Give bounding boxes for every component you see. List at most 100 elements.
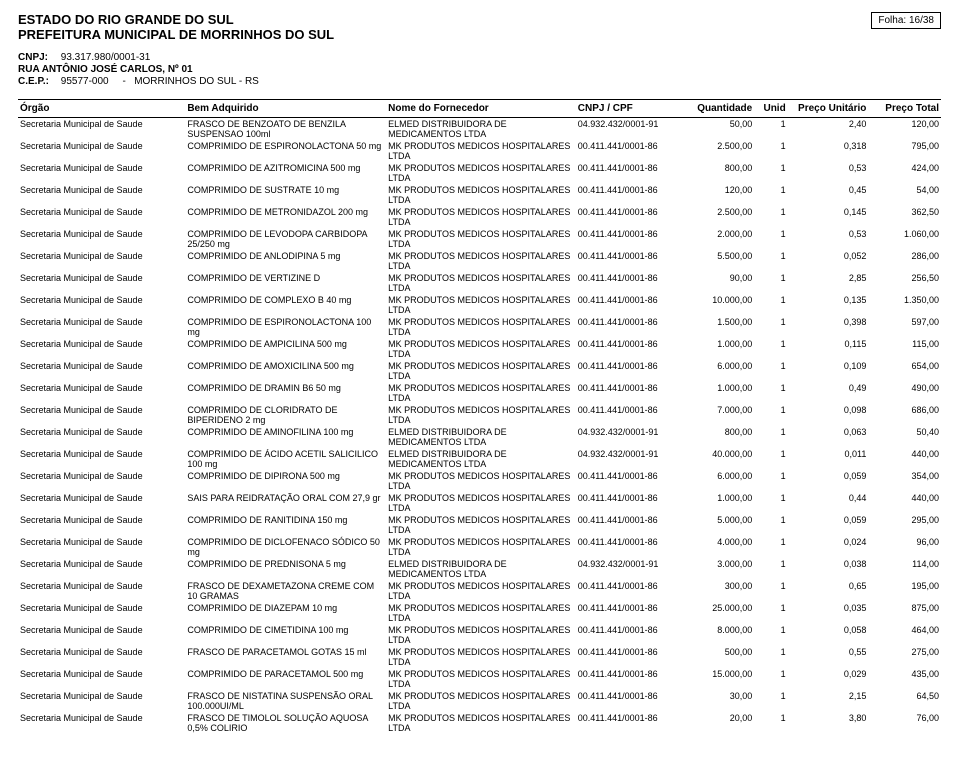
- cell-pu: 0,035: [788, 602, 869, 624]
- table-row: Secretaria Municipal de SaudeFRASCO DE B…: [18, 118, 941, 141]
- cell-pu: 0,53: [788, 228, 869, 250]
- cell-qtd: 1.500,00: [687, 316, 754, 338]
- cell-bem: FRASCO DE BENZOATO DE BENZILA SUSPENSAO …: [185, 118, 386, 141]
- cell-fornecedor: MK PRODUTOS MEDICOS HOSPITALARES LTDA: [386, 646, 576, 668]
- cell-cnpj: 00.411.441/0001-86: [576, 294, 688, 316]
- table-header-row: Órgão Bem Adquirido Nome do Fornecedor C…: [18, 100, 941, 118]
- table-row: Secretaria Municipal de SaudeCOMPRIMIDO …: [18, 294, 941, 316]
- cell-pu: 0,135: [788, 294, 869, 316]
- cell-fornecedor: MK PRODUTOS MEDICOS HOSPITALARES LTDA: [386, 668, 576, 690]
- cell-fornecedor: ELMED DISTRIBUIDORA DE MEDICAMENTOS LTDA: [386, 558, 576, 580]
- cell-bem: FRASCO DE PARACETAMOL GOTAS 15 ml: [185, 646, 386, 668]
- cell-bem: COMPRIMIDO DE PARACETAMOL 500 mg: [185, 668, 386, 690]
- table-row: Secretaria Municipal de SaudeFRASCO DE N…: [18, 690, 941, 712]
- cell-fornecedor: MK PRODUTOS MEDICOS HOSPITALARES LTDA: [386, 690, 576, 712]
- cell-pt: 686,00: [868, 404, 941, 426]
- cell-fornecedor: MK PRODUTOS MEDICOS HOSPITALARES LTDA: [386, 492, 576, 514]
- cell-fornecedor: MK PRODUTOS MEDICOS HOSPITALARES LTDA: [386, 206, 576, 228]
- cell-pt: 50,40: [868, 426, 941, 448]
- cell-bem: FRASCO DE NISTATINA SUSPENSÃO ORAL 100.0…: [185, 690, 386, 712]
- cell-bem: FRASCO DE TIMOLOL SOLUÇÃO AQUOSA 0,5% CO…: [185, 712, 386, 734]
- cell-orgao: Secretaria Municipal de Saude: [18, 690, 185, 712]
- cell-fornecedor: MK PRODUTOS MEDICOS HOSPITALARES LTDA: [386, 250, 576, 272]
- table-row: Secretaria Municipal de SaudeCOMPRIMIDO …: [18, 228, 941, 250]
- cell-orgao: Secretaria Municipal de Saude: [18, 140, 185, 162]
- cell-orgao: Secretaria Municipal de Saude: [18, 228, 185, 250]
- cell-pu: 0,038: [788, 558, 869, 580]
- cep-value: 95577-000: [61, 76, 109, 87]
- cell-orgao: Secretaria Municipal de Saude: [18, 668, 185, 690]
- cell-orgao: Secretaria Municipal de Saude: [18, 514, 185, 536]
- table-row: Secretaria Municipal de SaudeCOMPRIMIDO …: [18, 426, 941, 448]
- cell-orgao: Secretaria Municipal de Saude: [18, 448, 185, 470]
- folha-box: Folha: 16/38: [871, 12, 941, 29]
- folha-label: Folha:: [878, 15, 906, 26]
- cell-cnpj: 00.411.441/0001-86: [576, 470, 688, 492]
- col-qtd: Quantidade: [687, 100, 754, 118]
- cell-bem: COMPRIMIDO DE RANITIDINA 150 mg: [185, 514, 386, 536]
- cell-cnpj: 04.932.432/0001-91: [576, 426, 688, 448]
- cell-pt: 1.060,00: [868, 228, 941, 250]
- cell-unid: 1: [754, 492, 787, 514]
- cell-orgao: Secretaria Municipal de Saude: [18, 404, 185, 426]
- cell-pu: 0,398: [788, 316, 869, 338]
- cell-bem: COMPRIMIDO DE DRAMIN B6 50 mg: [185, 382, 386, 404]
- col-bem: Bem Adquirido: [185, 100, 386, 118]
- cell-bem: SAIS PARA REIDRATAÇÃO ORAL COM 27,9 gr: [185, 492, 386, 514]
- cell-pu: 2,40: [788, 118, 869, 141]
- cell-pt: 362,50: [868, 206, 941, 228]
- cell-unid: 1: [754, 184, 787, 206]
- cnpj-line: CNPJ: 93.317.980/0001-31: [18, 52, 941, 63]
- cell-bem: FRASCO DE DEXAMETAZONA CREME COM 10 GRAM…: [185, 580, 386, 602]
- table-row: Secretaria Municipal de SaudeCOMPRIMIDO …: [18, 250, 941, 272]
- table-row: Secretaria Municipal de SaudeCOMPRIMIDO …: [18, 668, 941, 690]
- cell-qtd: 90,00: [687, 272, 754, 294]
- cell-qtd: 6.000,00: [687, 470, 754, 492]
- table-row: Secretaria Municipal de SaudeCOMPRIMIDO …: [18, 162, 941, 184]
- cell-pt: 54,00: [868, 184, 941, 206]
- cell-pu: 0,318: [788, 140, 869, 162]
- cell-qtd: 5.000,00: [687, 514, 754, 536]
- prefeitura-title: PREFEITURA MUNICIPAL DE MORRINHOS DO SUL: [18, 27, 941, 42]
- cell-cnpj: 00.411.441/0001-86: [576, 602, 688, 624]
- cell-bem: COMPRIMIDO DE PREDNISONA 5 mg: [185, 558, 386, 580]
- cell-qtd: 10.000,00: [687, 294, 754, 316]
- cell-cnpj: 00.411.441/0001-86: [576, 382, 688, 404]
- cell-qtd: 15.000,00: [687, 668, 754, 690]
- table-row: Secretaria Municipal de SaudeSAIS PARA R…: [18, 492, 941, 514]
- cell-pt: 435,00: [868, 668, 941, 690]
- table-row: Secretaria Municipal de SaudeCOMPRIMIDO …: [18, 514, 941, 536]
- cell-orgao: Secretaria Municipal de Saude: [18, 118, 185, 141]
- cell-bem: COMPRIMIDO DE ANLODIPINA 5 mg: [185, 250, 386, 272]
- cell-bem: COMPRIMIDO DE AZITROMICINA 500 mg: [185, 162, 386, 184]
- cell-qtd: 30,00: [687, 690, 754, 712]
- cell-orgao: Secretaria Municipal de Saude: [18, 470, 185, 492]
- cell-pt: 1.350,00: [868, 294, 941, 316]
- cell-pt: 286,00: [868, 250, 941, 272]
- cell-fornecedor: MK PRODUTOS MEDICOS HOSPITALARES LTDA: [386, 360, 576, 382]
- cell-cnpj: 00.411.441/0001-86: [576, 536, 688, 558]
- data-table-wrap: Órgão Bem Adquirido Nome do Fornecedor C…: [18, 99, 941, 734]
- cell-unid: 1: [754, 360, 787, 382]
- table-row: Secretaria Municipal de SaudeCOMPRIMIDO …: [18, 624, 941, 646]
- cell-cnpj: 00.411.441/0001-86: [576, 272, 688, 294]
- cell-orgao: Secretaria Municipal de Saude: [18, 426, 185, 448]
- cell-fornecedor: MK PRODUTOS MEDICOS HOSPITALARES LTDA: [386, 338, 576, 360]
- cep-line: C.E.P.: 95577-000 - MORRINHOS DO SUL - R…: [18, 76, 941, 87]
- table-row: Secretaria Municipal de SaudeCOMPRIMIDO …: [18, 206, 941, 228]
- cell-qtd: 6.000,00: [687, 360, 754, 382]
- cell-cnpj: 00.411.441/0001-86: [576, 338, 688, 360]
- cell-fornecedor: MK PRODUTOS MEDICOS HOSPITALARES LTDA: [386, 470, 576, 492]
- table-row: Secretaria Municipal de SaudeFRASCO DE T…: [18, 712, 941, 734]
- col-pu: Preço Unitário: [788, 100, 869, 118]
- cell-bem: COMPRIMIDO DE COMPLEXO B 40 mg: [185, 294, 386, 316]
- cell-bem: COMPRIMIDO DE CLORIDRATO DE BIPERIDENO 2…: [185, 404, 386, 426]
- cell-fornecedor: MK PRODUTOS MEDICOS HOSPITALARES LTDA: [386, 316, 576, 338]
- cell-pt: 256,50: [868, 272, 941, 294]
- cell-cnpj: 00.411.441/0001-86: [576, 404, 688, 426]
- table-row: Secretaria Municipal de SaudeCOMPRIMIDO …: [18, 272, 941, 294]
- cell-unid: 1: [754, 162, 787, 184]
- cell-pu: 0,098: [788, 404, 869, 426]
- cell-qtd: 5.500,00: [687, 250, 754, 272]
- cell-orgao: Secretaria Municipal de Saude: [18, 536, 185, 558]
